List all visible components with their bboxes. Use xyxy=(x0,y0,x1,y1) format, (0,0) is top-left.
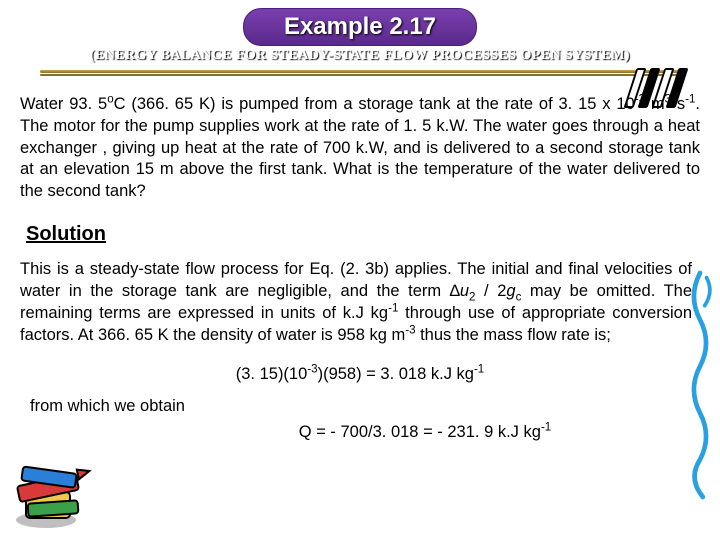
solution-heading: Solution xyxy=(26,221,700,247)
txt: m xyxy=(645,95,665,113)
it: u xyxy=(460,282,469,300)
txt: Water 93. 5 xyxy=(20,95,107,113)
txt: Q = - 700/3. 018 = - 231. 9 k.J kg xyxy=(299,423,541,441)
txt: (3. 15)(10 xyxy=(236,365,308,383)
sup: -3 xyxy=(635,94,645,106)
example-title: Example 2.17 xyxy=(243,8,477,46)
example-subtitle: (ENERGY BALANCE FOR STEADY-STATE FLOW PR… xyxy=(0,48,720,64)
txt: C (366. 65 K) is pumped from a storage t… xyxy=(114,95,635,113)
header-divider xyxy=(40,70,680,76)
transition-text: from which we obtain xyxy=(30,396,700,418)
sup: -1 xyxy=(685,94,695,106)
problem-statement: Water 93. 5oC (366. 65 K) is pumped from… xyxy=(20,94,700,203)
txt: / 2 xyxy=(475,282,506,300)
crayon-decoration-icon xyxy=(8,462,108,532)
txt: thus the mass flow rate is; xyxy=(416,326,611,344)
sup: -1 xyxy=(474,364,484,376)
it: g xyxy=(506,282,515,300)
txt: s xyxy=(671,95,685,113)
solution-body: This is a steady-state flow process for … xyxy=(20,259,700,346)
slide-content: Water 93. 5oC (366. 65 K) is pumped from… xyxy=(0,80,720,444)
sup: -1 xyxy=(388,302,398,314)
sup: -1 xyxy=(541,421,551,433)
equation-heat: Q = - 700/3. 018 = - 231. 9 k.J kg-1 xyxy=(150,422,700,444)
equation-mass-flow: (3. 15)(10-3)(958) = 3. 018 k.J kg-1 xyxy=(20,364,700,386)
txt: )(958) = 3. 018 k.J kg xyxy=(318,365,474,383)
sup: -3 xyxy=(405,324,415,336)
sup: -3 xyxy=(307,364,317,376)
slide-header: Example 2.17 (ENERGY BALANCE FOR STEADY-… xyxy=(0,0,720,80)
